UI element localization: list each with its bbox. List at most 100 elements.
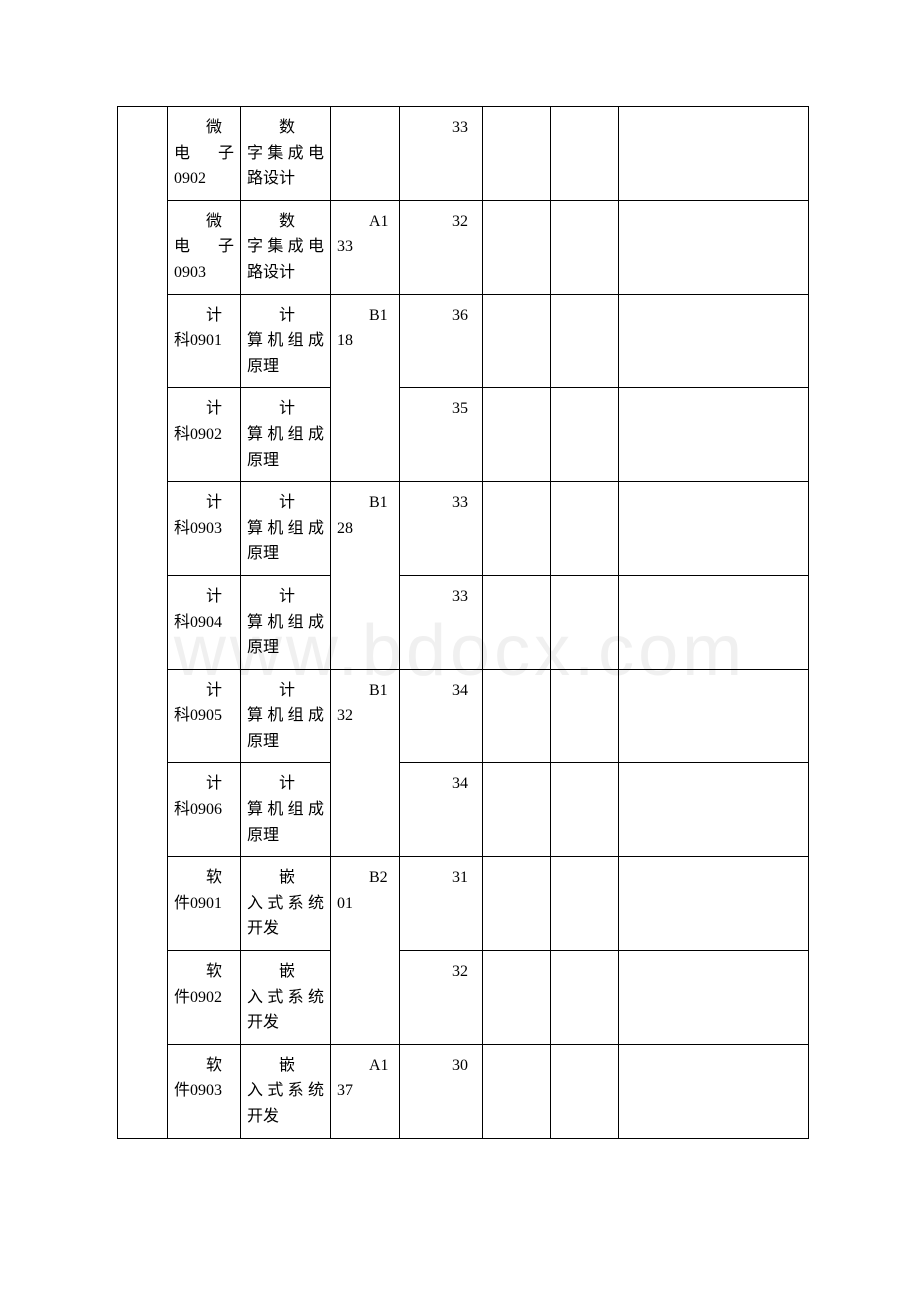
empty-cell	[619, 107, 809, 201]
room-cell: B128	[331, 482, 400, 670]
room-number: 18	[337, 332, 353, 349]
room-code: B2	[337, 865, 393, 891]
table-row: 计科0905计算机组成原理B13234	[118, 669, 809, 763]
course-rest: 算机组成原理	[247, 707, 324, 750]
course-cell: 计算机组成原理	[241, 575, 331, 669]
course-rest: 入式系统开发	[247, 895, 324, 938]
class-cell: 计科0905	[168, 669, 241, 763]
empty-cell	[551, 763, 619, 857]
count-cell: 34	[400, 669, 483, 763]
empty-cell	[619, 669, 809, 763]
class-cell: 微电子0903	[168, 200, 241, 294]
empty-cell	[551, 1044, 619, 1138]
empty-cell	[619, 200, 809, 294]
class-cell: 软件0903	[168, 1044, 241, 1138]
room-code: B1	[337, 490, 393, 516]
course-cell: 计算机组成原理	[241, 763, 331, 857]
room-code: B1	[337, 678, 393, 704]
empty-cell	[551, 294, 619, 388]
table-row: 计科0902计算机组成原理35	[118, 388, 809, 482]
course-cell: 数字集成电路设计	[241, 107, 331, 201]
class-first-char: 微	[174, 115, 234, 141]
class-first-char: 计	[174, 396, 234, 422]
course-first-char: 计	[247, 771, 324, 797]
empty-cell	[551, 669, 619, 763]
course-first-char: 计	[247, 490, 324, 516]
empty-cell	[483, 669, 551, 763]
course-first-char: 计	[247, 396, 324, 422]
empty-cell	[619, 482, 809, 576]
empty-cell	[551, 857, 619, 951]
empty-cell	[551, 575, 619, 669]
empty-cell	[483, 951, 551, 1045]
count-cell: 33	[400, 482, 483, 576]
count-cell: 33	[400, 107, 483, 201]
room-number: 28	[337, 520, 353, 537]
course-cell: 嵌入式系统开发	[241, 951, 331, 1045]
class-rest: 科0904	[174, 614, 222, 631]
count-cell: 32	[400, 200, 483, 294]
table-row: 计科0903计算机组成原理B12833	[118, 482, 809, 576]
room-number: 33	[337, 238, 353, 255]
table-row: 计科0906计算机组成原理34	[118, 763, 809, 857]
count-value: 32	[406, 209, 476, 235]
class-first-char: 软	[174, 865, 234, 891]
course-cell: 嵌入式系统开发	[241, 857, 331, 951]
room-cell: B132	[331, 669, 400, 857]
class-first-char: 软	[174, 1053, 234, 1079]
course-first-char: 计	[247, 584, 324, 610]
count-cell: 31	[400, 857, 483, 951]
table-row: 微电子0903数字集成电路设计A13332	[118, 200, 809, 294]
class-cell: 计科0901	[168, 294, 241, 388]
course-first-char: 计	[247, 303, 324, 329]
empty-cell	[483, 294, 551, 388]
class-rest: 科0903	[174, 520, 222, 537]
count-cell: 30	[400, 1044, 483, 1138]
empty-cell	[619, 763, 809, 857]
class-rest: 电子0903	[174, 238, 234, 281]
course-first-char: 嵌	[247, 959, 324, 985]
table-row: 软件0903嵌入式系统开发A13730	[118, 1044, 809, 1138]
room-cell: A137	[331, 1044, 400, 1138]
course-rest: 入式系统开发	[247, 989, 324, 1032]
empty-cell	[483, 107, 551, 201]
count-value: 34	[406, 771, 476, 797]
room-cell: B201	[331, 857, 400, 1045]
class-first-char: 计	[174, 584, 234, 610]
empty-cell	[483, 482, 551, 576]
empty-cell	[619, 951, 809, 1045]
course-first-char: 嵌	[247, 1053, 324, 1079]
class-rest: 科0905	[174, 707, 222, 724]
count-value: 35	[406, 396, 476, 422]
count-cell: 35	[400, 388, 483, 482]
room-number: 01	[337, 895, 353, 912]
room-code: A1	[337, 209, 393, 235]
count-value: 30	[406, 1053, 476, 1079]
count-cell: 33	[400, 575, 483, 669]
count-value: 33	[406, 490, 476, 516]
class-cell: 计科0904	[168, 575, 241, 669]
room-number: 37	[337, 1082, 353, 1099]
class-first-char: 计	[174, 771, 234, 797]
empty-cell	[551, 107, 619, 201]
table-row: 计科0901计算机组成原理B11836	[118, 294, 809, 388]
course-first-char: 数	[247, 115, 324, 141]
course-rest: 算机组成原理	[247, 614, 324, 657]
table-row: 软件0902嵌入式系统开发32	[118, 951, 809, 1045]
class-rest: 件0902	[174, 989, 222, 1006]
room-code: A1	[337, 1053, 393, 1079]
empty-cell	[551, 200, 619, 294]
room-cell: B118	[331, 294, 400, 482]
empty-cell	[483, 200, 551, 294]
class-cell: 软件0901	[168, 857, 241, 951]
class-first-char: 微	[174, 209, 234, 235]
course-rest: 算机组成原理	[247, 426, 324, 469]
count-value: 33	[406, 115, 476, 141]
class-first-char: 计	[174, 678, 234, 704]
count-value: 36	[406, 303, 476, 329]
course-cell: 计算机组成原理	[241, 388, 331, 482]
table-row: 软件0901嵌入式系统开发B2 01 31	[118, 857, 809, 951]
room-code: B1	[337, 303, 393, 329]
count-value: 34	[406, 678, 476, 704]
room-cell: A133	[331, 200, 400, 294]
